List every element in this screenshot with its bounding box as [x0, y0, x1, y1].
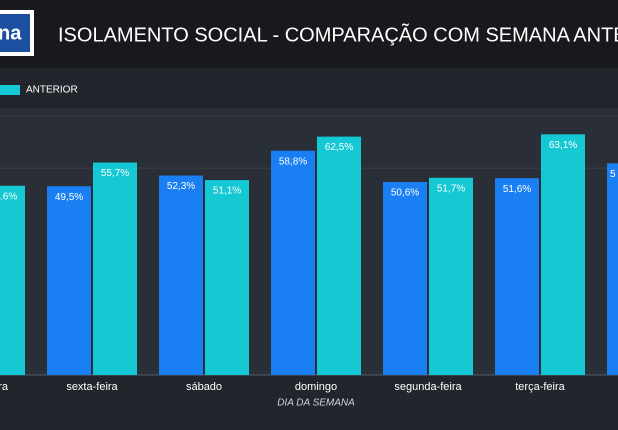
value-label: 63,1%	[549, 140, 577, 151]
x-tick-label: domingo	[295, 381, 337, 393]
bar	[607, 163, 618, 375]
header-bar	[0, 0, 618, 68]
legend-swatch	[0, 85, 20, 95]
x-axis-label: DIA DA SEMANA	[277, 398, 355, 409]
value-label: 49,5%	[55, 192, 83, 203]
value-label: 5	[610, 169, 616, 180]
bar	[429, 177, 473, 375]
bar	[47, 186, 91, 375]
value-label: 51,1%	[213, 186, 241, 197]
bar	[317, 136, 361, 375]
bar	[541, 134, 585, 375]
value-label: 55,7%	[101, 168, 129, 179]
bar	[159, 175, 203, 375]
x-tick-label: ra	[0, 381, 9, 393]
x-tick-label: sexta-feira	[66, 381, 118, 393]
bar	[93, 162, 137, 375]
bar	[495, 178, 539, 375]
bar	[205, 180, 249, 375]
value-label: 51,6%	[503, 184, 531, 195]
value-label: 50,6%	[391, 188, 419, 199]
bar	[383, 181, 427, 375]
value-label: .6%	[0, 191, 17, 202]
bar	[271, 150, 315, 375]
x-tick-label: segunda-feira	[394, 381, 462, 393]
value-label: 52,3%	[167, 181, 195, 192]
value-label: 58,8%	[279, 156, 307, 167]
legend-label: ANTERIOR	[26, 85, 78, 96]
logo-text: na	[0, 22, 22, 44]
logo-inner	[0, 14, 30, 52]
x-tick-label: sábado	[186, 381, 222, 393]
chart-title: ISOLAMENTO SOCIAL - COMPARAÇÃO COM SEMAN…	[58, 22, 618, 46]
x-tick-label: terça-feira	[515, 381, 565, 393]
bar	[0, 185, 25, 375]
value-label: 51,7%	[437, 183, 465, 194]
value-label: 62,5%	[325, 142, 353, 153]
